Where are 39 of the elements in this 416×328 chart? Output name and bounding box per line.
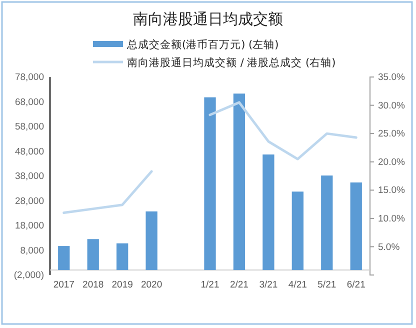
x-tick-label: 1/21 bbox=[200, 280, 220, 291]
y-tick-label: 48,000 bbox=[14, 146, 44, 158]
x-tick-label: 2/21 bbox=[230, 280, 248, 291]
bar bbox=[116, 243, 128, 270]
y2-tick-label: 35.0% bbox=[378, 72, 406, 84]
y-tick-label: 38,000 bbox=[14, 171, 44, 182]
bar bbox=[233, 94, 246, 270]
bar bbox=[204, 97, 216, 270]
y-tick-label: 8,000 bbox=[20, 245, 44, 256]
y-tick-label: 78,000 bbox=[14, 72, 44, 84]
y2-tick-label: 30.0% bbox=[378, 100, 406, 112]
bar bbox=[350, 182, 362, 270]
x-tick-label: 6/21 bbox=[346, 280, 366, 291]
y-tick-label: 28,000 bbox=[14, 196, 44, 207]
x-tick-label: 2017 bbox=[53, 280, 74, 291]
y-tick-label: (2,000) bbox=[14, 270, 44, 282]
bar bbox=[321, 176, 333, 270]
y2-tick-label: 10.0% bbox=[378, 213, 406, 224]
y-tick-label: 18,000 bbox=[14, 220, 44, 232]
bar bbox=[292, 192, 304, 270]
x-tick-label: 4/21 bbox=[288, 280, 307, 291]
bar bbox=[262, 154, 274, 270]
y-tick-label: 68,000 bbox=[14, 96, 44, 108]
legend-label: 南向港股通日均成交额 / 港股总成交 (右轴) bbox=[127, 56, 336, 69]
bar bbox=[87, 239, 99, 270]
x-tick-label: 5/21 bbox=[318, 280, 336, 291]
x-tick-label: 3/21 bbox=[259, 280, 278, 291]
x-tick-label: 2019 bbox=[112, 280, 133, 291]
y-tick-label: 58,000 bbox=[14, 122, 44, 133]
legend-label: 总成交金额(港币百万元) (左轴) bbox=[126, 38, 279, 51]
bar bbox=[146, 211, 158, 270]
x-tick-label: 2020 bbox=[140, 280, 162, 291]
y2-tick-label: 25.0% bbox=[378, 128, 406, 140]
y2-tick-label: 5.0% bbox=[378, 242, 400, 253]
bar bbox=[58, 246, 70, 270]
x-tick-label: 2018 bbox=[82, 280, 104, 291]
y2-tick-label: 15.0% bbox=[378, 185, 406, 196]
y2-tick-label: 20.0% bbox=[378, 156, 406, 168]
chart-title: 南向港股通日均成交额 bbox=[133, 10, 283, 28]
